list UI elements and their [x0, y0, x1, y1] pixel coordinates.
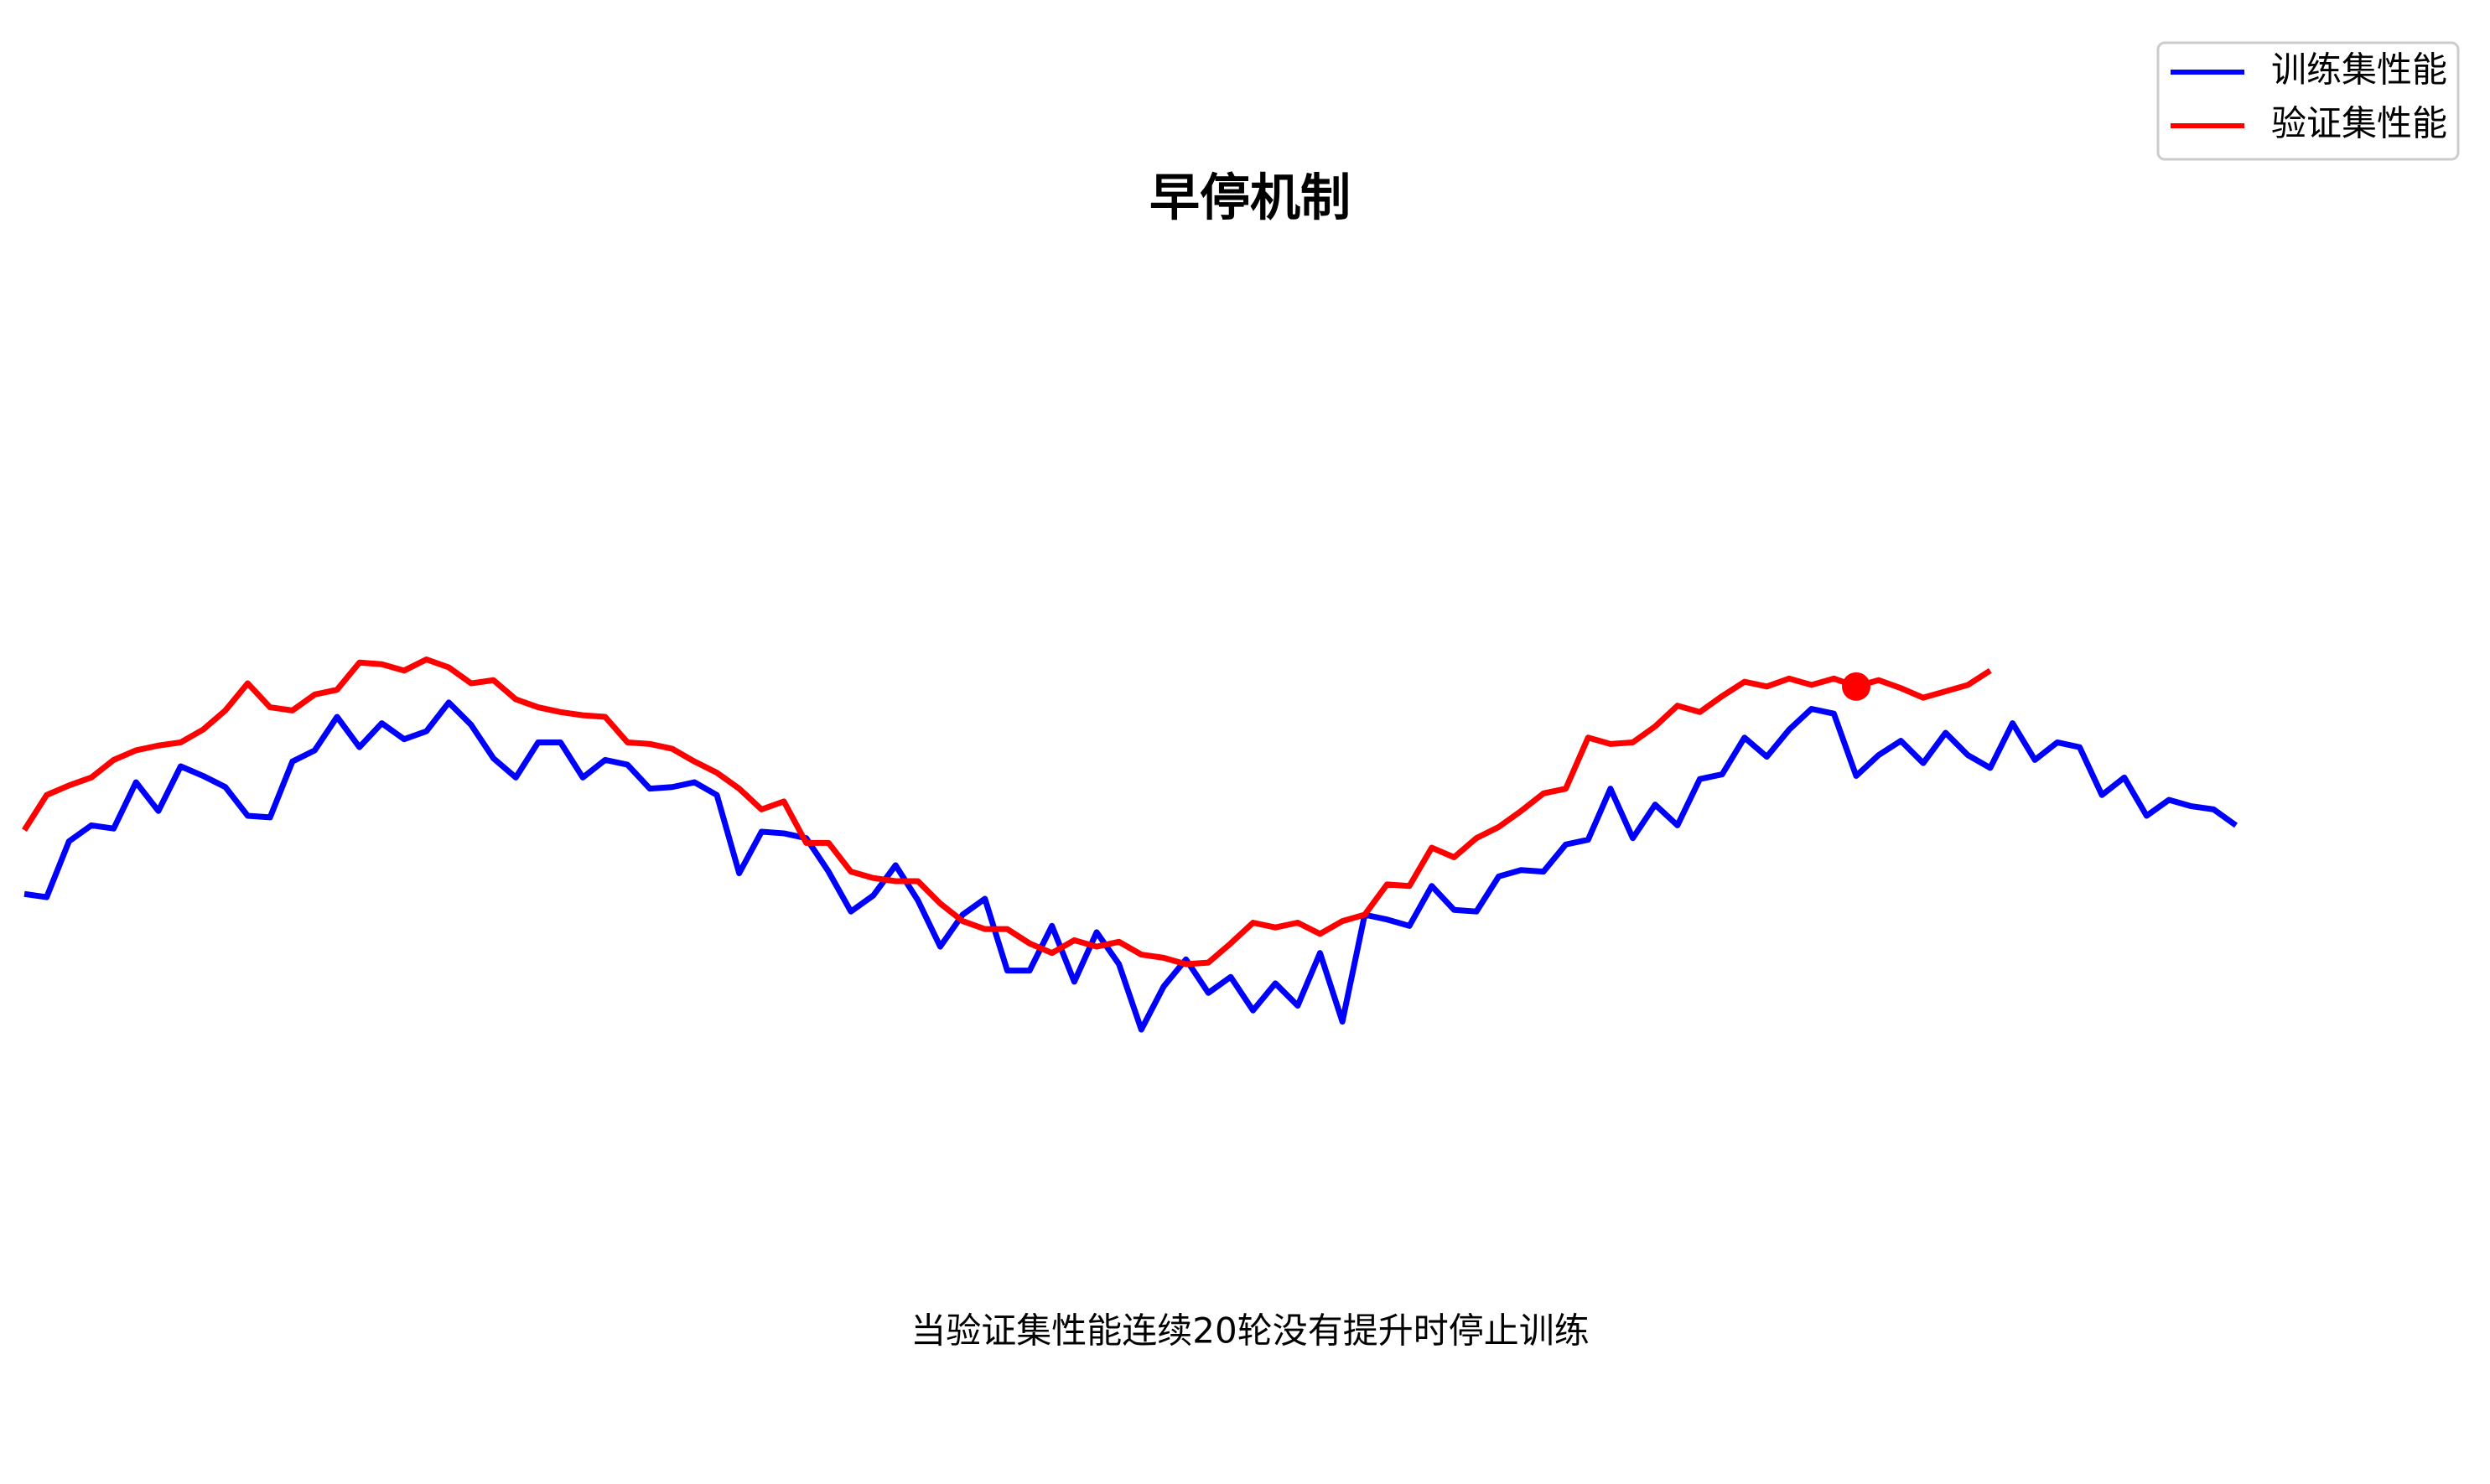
chart-title: 早停机制	[1149, 169, 1351, 228]
series-line	[23, 699, 2238, 1033]
legend-label: 验证集性能	[2271, 103, 2447, 144]
annotation: 当验证集性能连续20轮没有提升时停止训练	[910, 1310, 1589, 1352]
stop-point	[1842, 672, 1871, 701]
legend-label: 训练集性能	[2271, 49, 2447, 91]
series-line	[22, 656, 1992, 968]
